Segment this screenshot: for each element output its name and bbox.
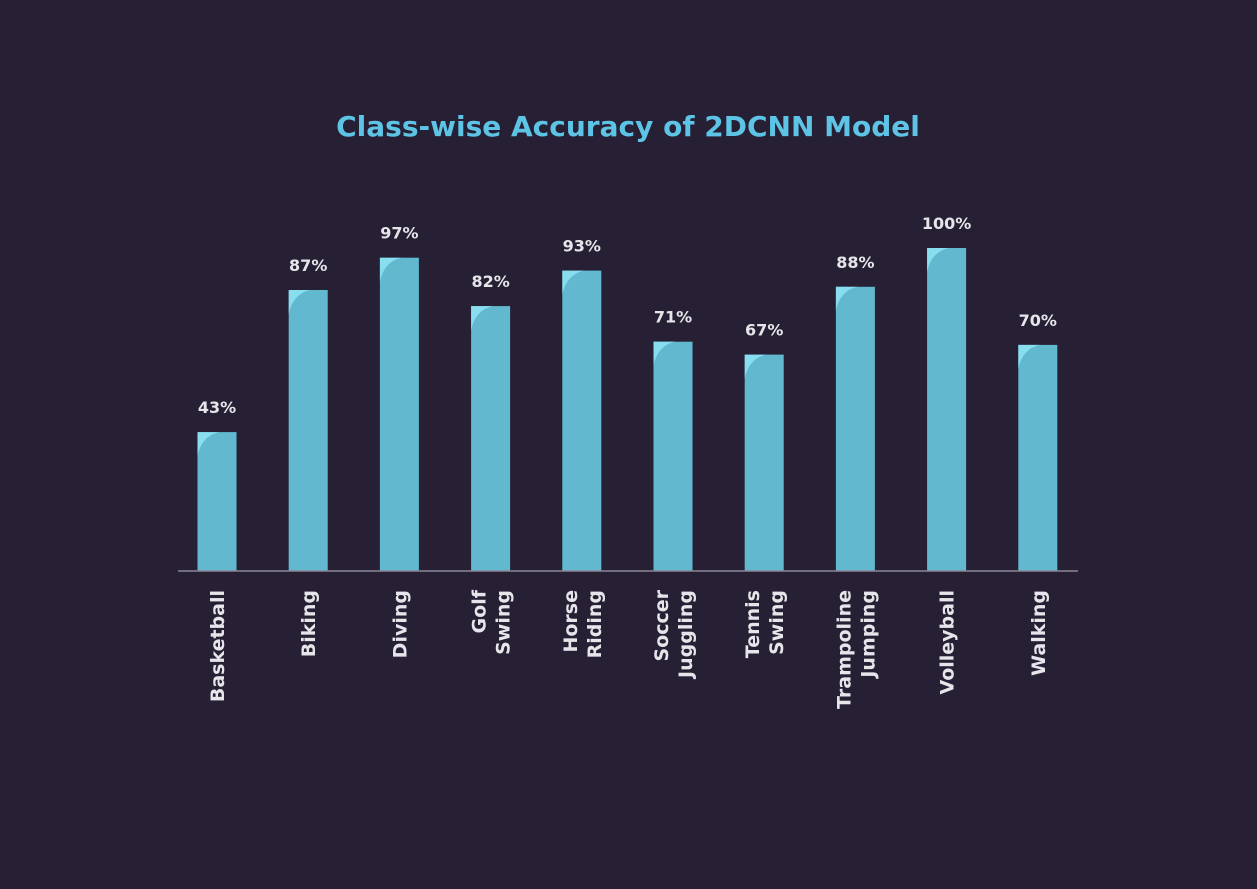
bar	[471, 306, 511, 571]
category-label: Horse Riding	[560, 590, 606, 658]
data-label: 97%	[380, 224, 418, 243]
data-label: 43%	[198, 398, 236, 417]
category-label: Diving	[389, 590, 411, 658]
category-label-line: Horse	[560, 590, 582, 653]
bar-highlight	[653, 341, 675, 366]
category-label-line: Riding	[584, 590, 606, 658]
data-label: 100%	[922, 214, 971, 233]
data-label: 93%	[563, 237, 601, 256]
data-label: 71%	[654, 308, 692, 327]
category-label-line: Juggling	[675, 590, 697, 680]
bar-highlight	[562, 270, 584, 295]
category-label: Soccer Juggling	[651, 589, 697, 680]
bar-highlight	[835, 286, 858, 311]
bar-highlight	[744, 354, 767, 379]
category-label-line: Walking	[1028, 590, 1050, 676]
bar	[197, 432, 237, 571]
category-label: Basketball	[207, 590, 229, 702]
category-label-line: Golf	[469, 589, 491, 633]
category-label: Volleyball	[937, 590, 959, 694]
category-label-line: Trampoline	[833, 590, 855, 709]
category-label-line: Biking	[298, 590, 320, 657]
bar	[288, 290, 328, 571]
category-label-line: Diving	[389, 590, 411, 658]
bar-highlight	[379, 257, 402, 282]
bar	[1018, 344, 1058, 571]
bars-layer: 43% 87% 97% 82% 93% 71% 67% 88% 100% 70%	[197, 214, 1058, 571]
category-labels: Basketball Biking Diving Golf Swing Horse Ridi…	[207, 589, 1050, 709]
category-label-line: Soccer	[651, 589, 673, 661]
category-label-line: Volleyball	[937, 590, 959, 694]
data-label: 70%	[1019, 311, 1057, 330]
bar-highlight	[197, 432, 219, 457]
bar-highlight	[1018, 344, 1040, 369]
bar-highlight	[288, 289, 311, 314]
category-label-line: Tennis	[742, 590, 764, 658]
chart-title: Class-wise Accuracy of 2DCNN Model	[336, 110, 920, 143]
category-label: Tennis Swing	[742, 590, 788, 658]
category-label: Golf Swing	[469, 589, 515, 655]
category-label: Trampoline Jumping	[833, 590, 879, 709]
category-label-line: Basketball	[207, 590, 229, 702]
bar	[744, 354, 784, 571]
bar	[562, 270, 602, 571]
data-label: 88%	[836, 253, 874, 272]
category-label-line: Swing	[766, 590, 788, 655]
data-label: 87%	[289, 256, 327, 275]
bar	[653, 341, 693, 571]
category-label: Walking	[1028, 590, 1050, 676]
bar	[927, 248, 967, 571]
data-label: 67%	[745, 321, 783, 340]
bar	[835, 286, 875, 571]
data-label: 82%	[471, 272, 509, 291]
bar-highlight	[927, 248, 949, 272]
category-label-line: Jumping	[857, 590, 879, 680]
bar-highlight	[471, 306, 493, 331]
category-label-line: Swing	[493, 590, 515, 655]
bar	[379, 257, 419, 571]
category-label: Biking	[298, 590, 320, 657]
